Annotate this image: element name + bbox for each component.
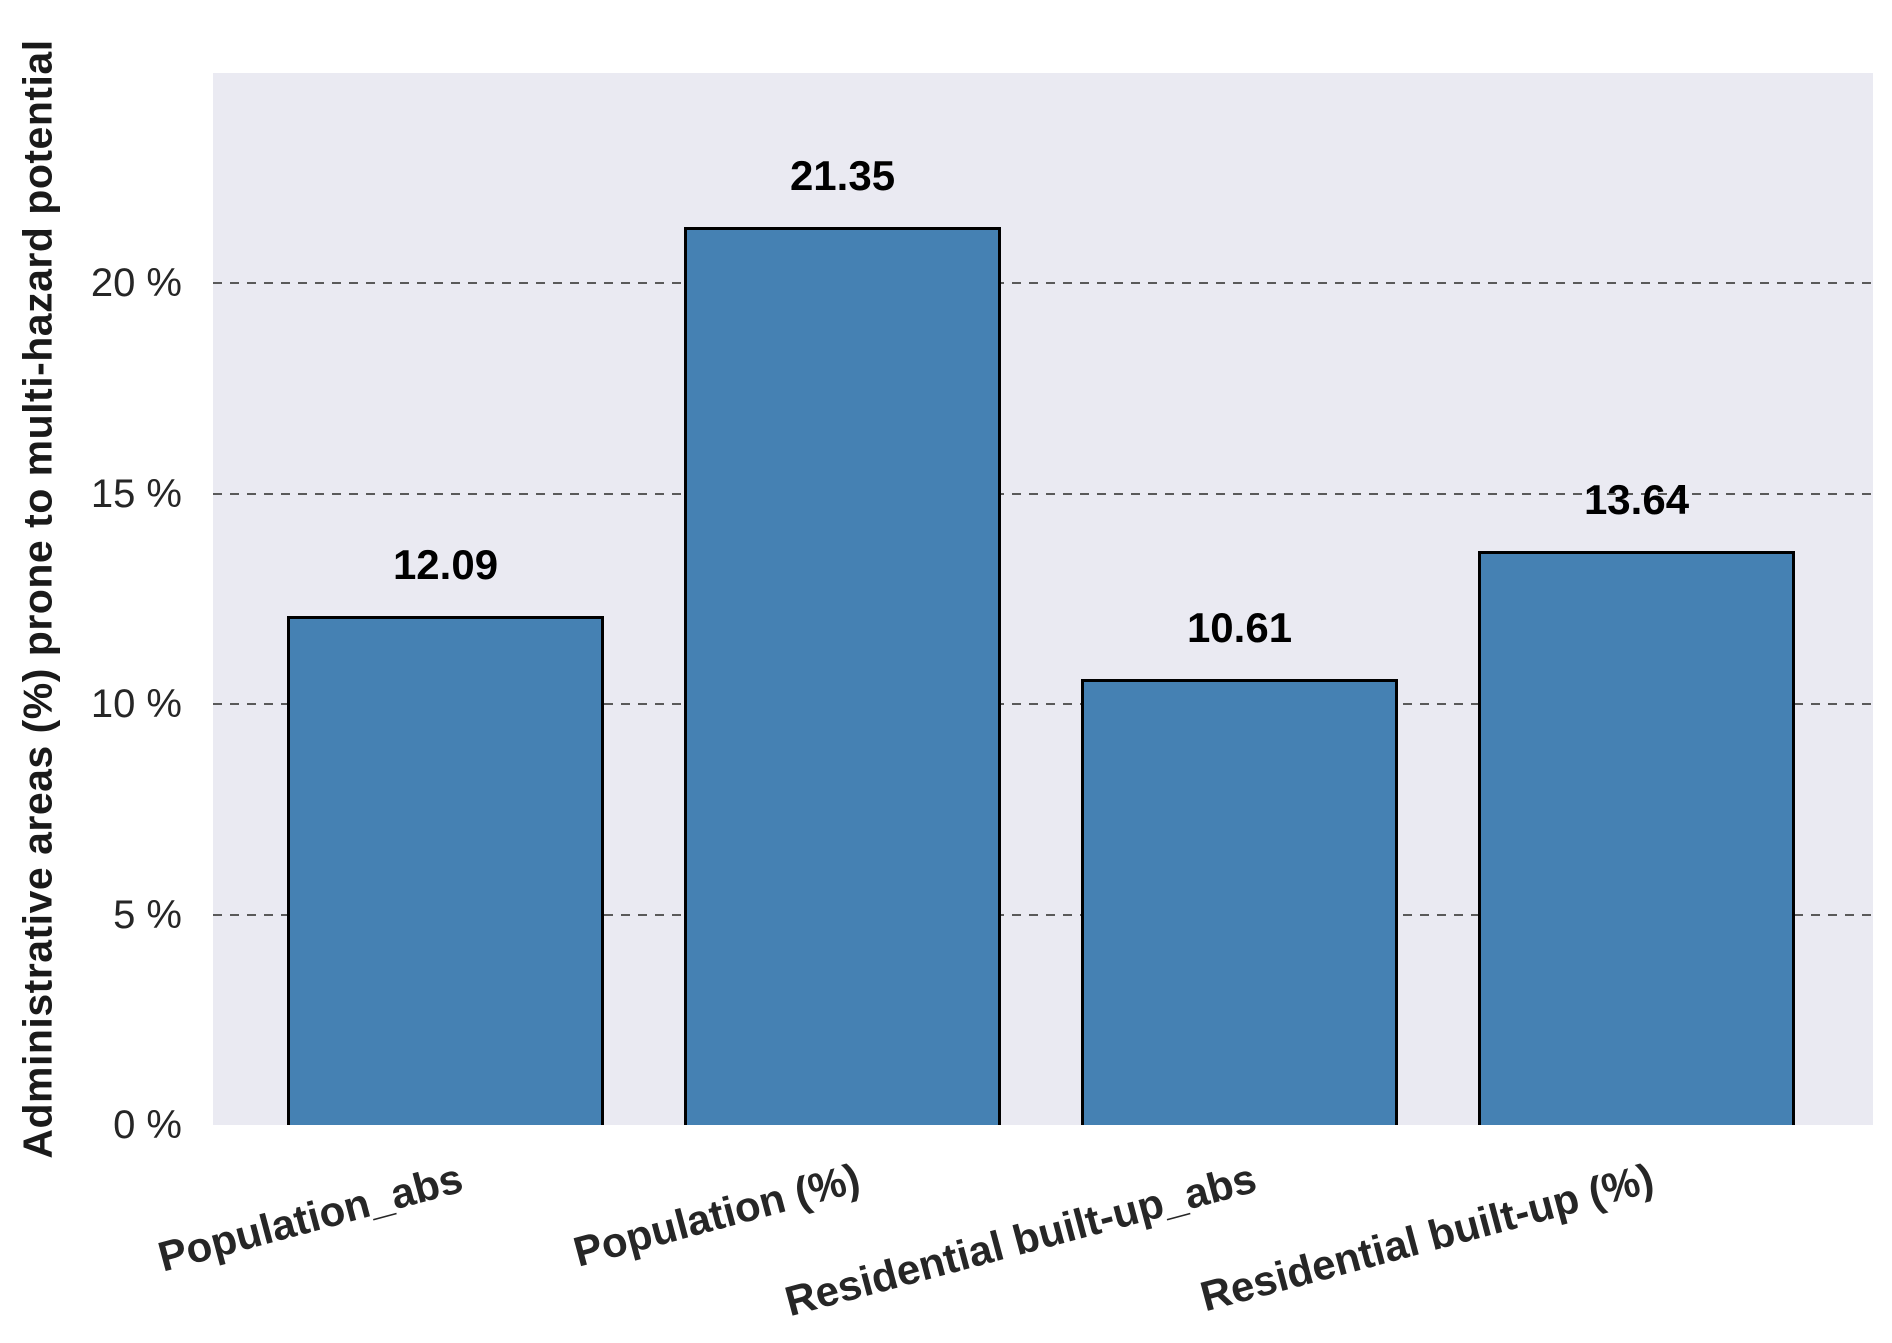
bar — [1478, 551, 1795, 1125]
bar-value-label: 10.61 — [1186, 604, 1293, 651]
y-tick-label: 15 % — [90, 471, 182, 516]
gridline — [213, 492, 1873, 495]
x-tick-label: Population (%) — [568, 1154, 865, 1276]
plot-area: 12.09 21.35 10.61 13.64 — [213, 73, 1873, 1125]
bar-value-label: 12.09 — [392, 541, 499, 588]
bar — [287, 616, 604, 1125]
x-tick-label: Population_abs — [152, 1154, 468, 1281]
bar — [1081, 679, 1398, 1125]
y-tick-label: 20 % — [90, 261, 182, 306]
bar-value-label: 13.64 — [1583, 476, 1690, 523]
y-tick-label: 5 % — [113, 892, 182, 937]
y-tick-label: 0 % — [113, 1103, 182, 1147]
gridline — [213, 913, 1873, 916]
x-tick-label: Residential built-up (%) — [1195, 1154, 1659, 1321]
gridline — [213, 282, 1873, 285]
y-axis-label: Administrative areas (%) prone to multi-… — [14, 39, 61, 1159]
bar — [684, 227, 1001, 1125]
y-tick-label: 10 % — [90, 682, 182, 727]
bar-value-label: 21.35 — [789, 152, 896, 199]
gridline — [213, 703, 1873, 706]
